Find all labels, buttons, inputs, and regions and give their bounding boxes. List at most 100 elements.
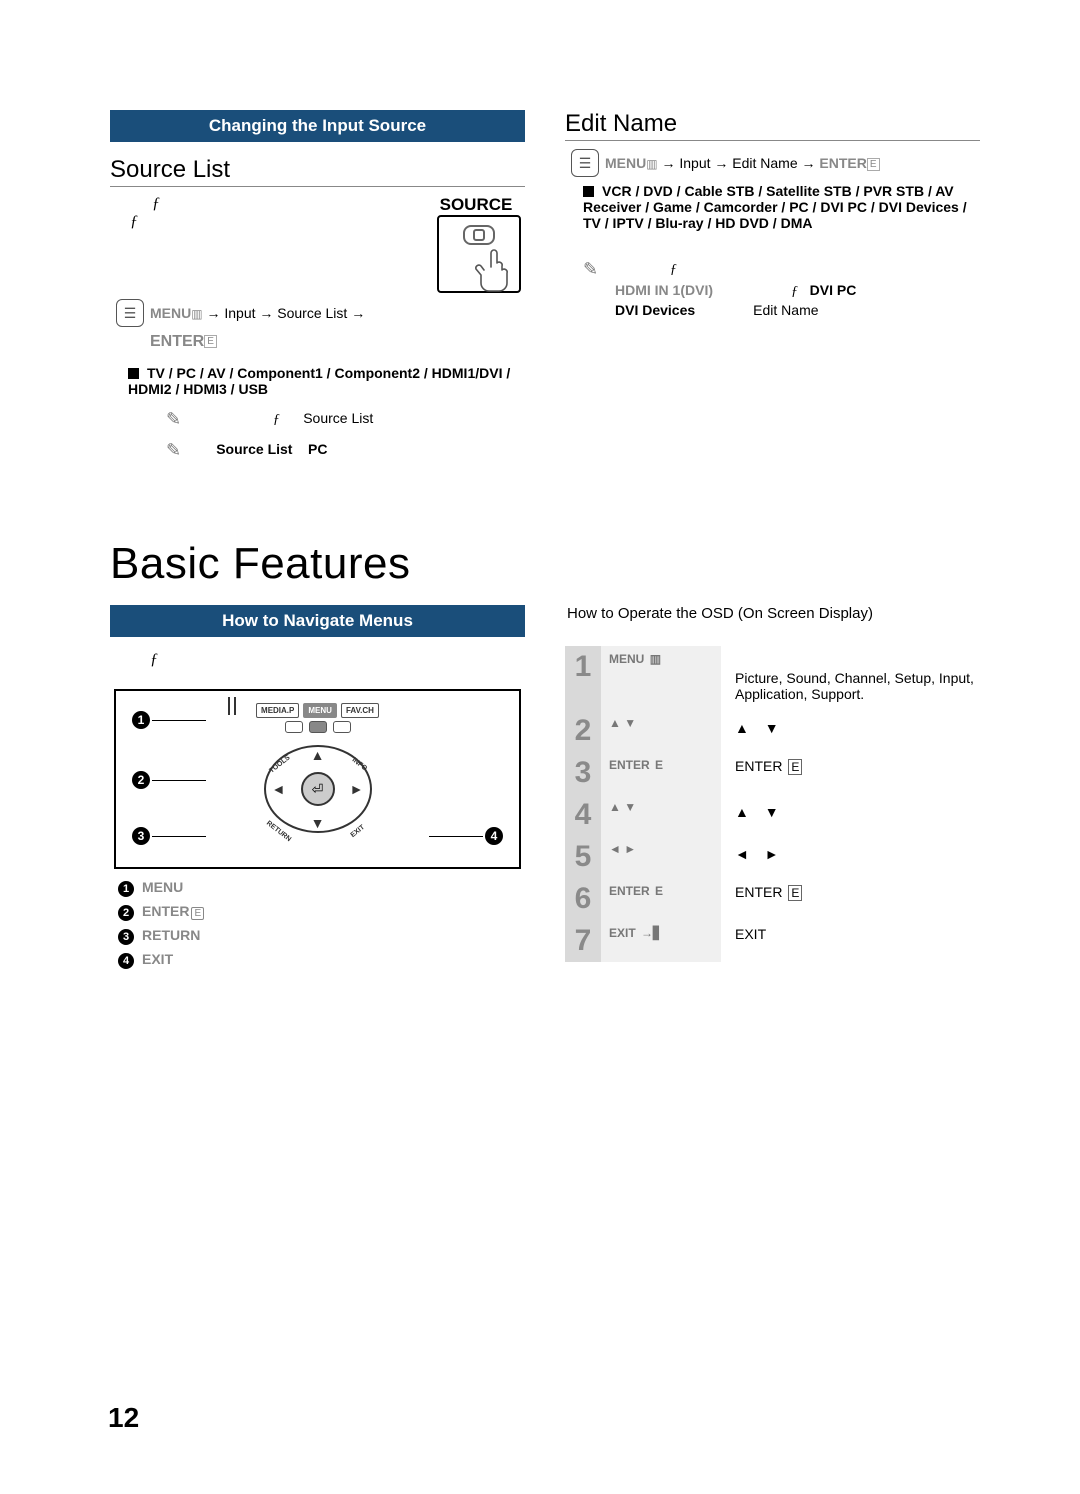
- osd-desc: ENTER E: [721, 878, 980, 920]
- f-mark: ƒ: [670, 262, 677, 277]
- remote-legend: 1MENU 2ENTERE 3RETURN 4EXIT: [118, 879, 525, 969]
- bars-icon: ▥: [646, 157, 657, 171]
- legend-label: RETURN: [142, 927, 200, 943]
- note1-text: Source List: [303, 410, 373, 426]
- arrow-left-icon: ◄: [272, 781, 286, 797]
- path-enter-wrap: ENTERE: [150, 333, 525, 351]
- osd-row: 7EXIT →▋EXIT: [565, 920, 980, 962]
- legend-label: EXIT: [142, 951, 173, 967]
- path-menu: MENU: [150, 305, 191, 321]
- osd-row: 1MENU ▥Picture, Sound, Channel, Setup, I…: [565, 646, 980, 710]
- editname-options-block: VCR / DVD / Cable STB / Satellite STB / …: [583, 183, 980, 231]
- path-text: MENU▥ → Input → Edit Name → ENTERE: [605, 155, 880, 171]
- col-right-bottom: How to Operate the OSD (On Screen Displa…: [565, 605, 980, 975]
- source-f-marks: ƒ ƒ: [130, 195, 160, 231]
- heading-edit-name: Edit Name: [565, 110, 980, 141]
- banner-navigate-menus: How to Navigate Menus: [110, 605, 525, 637]
- legend-num: 3: [118, 929, 134, 945]
- pencil-icon: ✎: [166, 440, 181, 461]
- bars-icon: ▥: [191, 307, 202, 321]
- heading-source-list: Source List: [110, 156, 525, 187]
- osd-key: ENTER E: [601, 878, 721, 920]
- osd-heading: How to Operate the OSD (On Screen Displa…: [567, 605, 980, 622]
- enter-glyph-icon: E: [788, 759, 802, 775]
- menu-path-source: ☰ MENU▥ → Input → Source List →: [116, 299, 525, 327]
- path-middle: → Input → Edit Name →: [661, 155, 815, 171]
- legend-label: ENTER: [142, 903, 189, 919]
- note-1: ✎ ƒ Source List: [166, 407, 525, 428]
- osd-desc: ▲ ▼: [721, 794, 980, 836]
- square-bullet-icon: [583, 186, 594, 197]
- osd-desc: ▲ ▼: [721, 710, 980, 752]
- col-right-top: Edit Name ☰ MENU▥ → Input → Edit Name → …: [565, 110, 980, 459]
- legend-num: 1: [118, 881, 134, 897]
- arrow-down-icon: ▼: [311, 815, 325, 831]
- osd-row: 3ENTER EENTER E: [565, 752, 980, 794]
- editname-note: ✎ ƒ HDMI IN 1(DVI) ƒ DVI PC DVI Devices …: [583, 257, 980, 318]
- osd-desc: Picture, Sound, Channel, Setup, Input, A…: [721, 646, 980, 710]
- mini-icon: [309, 721, 327, 733]
- source-options: TV / PC / AV / Component1 / Component2 /…: [128, 365, 510, 397]
- btn-mediap: MEDIA.P: [256, 703, 299, 718]
- enter-icon: E: [204, 335, 217, 348]
- osd-desc: ◄ ►: [721, 836, 980, 878]
- dvipc-label: DVI PC: [810, 282, 857, 298]
- source-press-illustration: [437, 215, 521, 293]
- note2-suffix: PC: [308, 441, 327, 457]
- osd-row: 6ENTER EENTER E: [565, 878, 980, 920]
- path-enter: ENTER: [150, 333, 204, 350]
- path-text: MENU▥ → Input → Source List →: [150, 305, 365, 321]
- editname-small: Edit Name: [753, 302, 818, 318]
- enter-glyph-icon: E: [788, 885, 802, 901]
- menu-small-icon: ☰: [116, 299, 144, 327]
- note2-text: Source List: [216, 441, 292, 457]
- arrow-right-icon: ►: [350, 781, 364, 797]
- legend-num: 4: [118, 953, 134, 969]
- path-middle: → Input → Source List →: [206, 305, 365, 321]
- f-mark: ƒ: [273, 412, 280, 427]
- mini-icon: [333, 721, 351, 733]
- osd-step-num: 7: [565, 920, 601, 962]
- callout-3: 3: [132, 827, 150, 845]
- osd-step-num: 6: [565, 878, 601, 920]
- osd-key: EXIT →▋: [601, 920, 721, 962]
- osd-table: 1MENU ▥Picture, Sound, Channel, Setup, I…: [565, 646, 980, 962]
- osd-key: ▲ ▼: [601, 794, 721, 836]
- menu-small-icon: ☰: [571, 149, 599, 177]
- bottom-columns: How to Navigate Menus ƒ 1 2 3 4: [110, 605, 980, 975]
- pencil-icon: ✎: [583, 259, 598, 280]
- legend-row: 2ENTERE: [118, 903, 525, 921]
- basic-features-title: Basic Features: [110, 539, 980, 589]
- f-mark: ƒ: [152, 195, 160, 213]
- callout-1: 1: [132, 711, 150, 729]
- legend-row: 3 RETURN: [118, 927, 525, 945]
- btn-menu: MENU: [303, 703, 337, 718]
- osd-row: 4▲ ▼▲ ▼: [565, 794, 980, 836]
- osd-key: MENU ▥: [601, 646, 721, 710]
- osd-step-num: 5: [565, 836, 601, 878]
- remote-body: MEDIA.P MENU FAV.CH TOOLS INFO RE: [208, 701, 427, 857]
- f-mark: ƒ: [130, 213, 160, 231]
- banner-change-input: Changing the Input Source: [110, 110, 525, 142]
- remote-mini-row: [208, 721, 427, 733]
- arrow-up-icon: ▲: [311, 747, 325, 763]
- legend-num: 2: [118, 905, 134, 921]
- note-2: ✎ Source List PC: [166, 438, 525, 459]
- pencil-icon: ✎: [166, 409, 181, 430]
- source-right: SOURCE: [431, 195, 521, 293]
- dvidev-label: DVI Devices: [615, 302, 695, 318]
- top-columns: Changing the Input Source Source List ƒ …: [110, 110, 980, 459]
- osd-desc: ENTER E: [721, 752, 980, 794]
- osd-key: ENTER E: [601, 752, 721, 794]
- col-left-bottom: How to Navigate Menus ƒ 1 2 3 4: [110, 605, 525, 975]
- source-options-block: TV / PC / AV / Component1 / Component2 /…: [128, 365, 525, 459]
- col-left-top: Changing the Input Source Source List ƒ …: [110, 110, 525, 459]
- osd-key: ▲ ▼: [601, 710, 721, 752]
- callout-2: 2: [132, 771, 150, 789]
- legend-row: 1MENU: [118, 879, 525, 897]
- remote-diagram: 1 2 3 4 MEDIA.P MENU: [114, 689, 521, 869]
- remote-dpad: TOOLS INFO RETURN EXIT ⏎ ▲ ▼ ◄ ►: [258, 739, 378, 839]
- menu-path-editname: ☰ MENU▥ → Input → Edit Name → ENTERE: [571, 149, 980, 177]
- enter-icon: E: [867, 158, 880, 171]
- source-row: ƒ ƒ SOURCE: [130, 195, 521, 293]
